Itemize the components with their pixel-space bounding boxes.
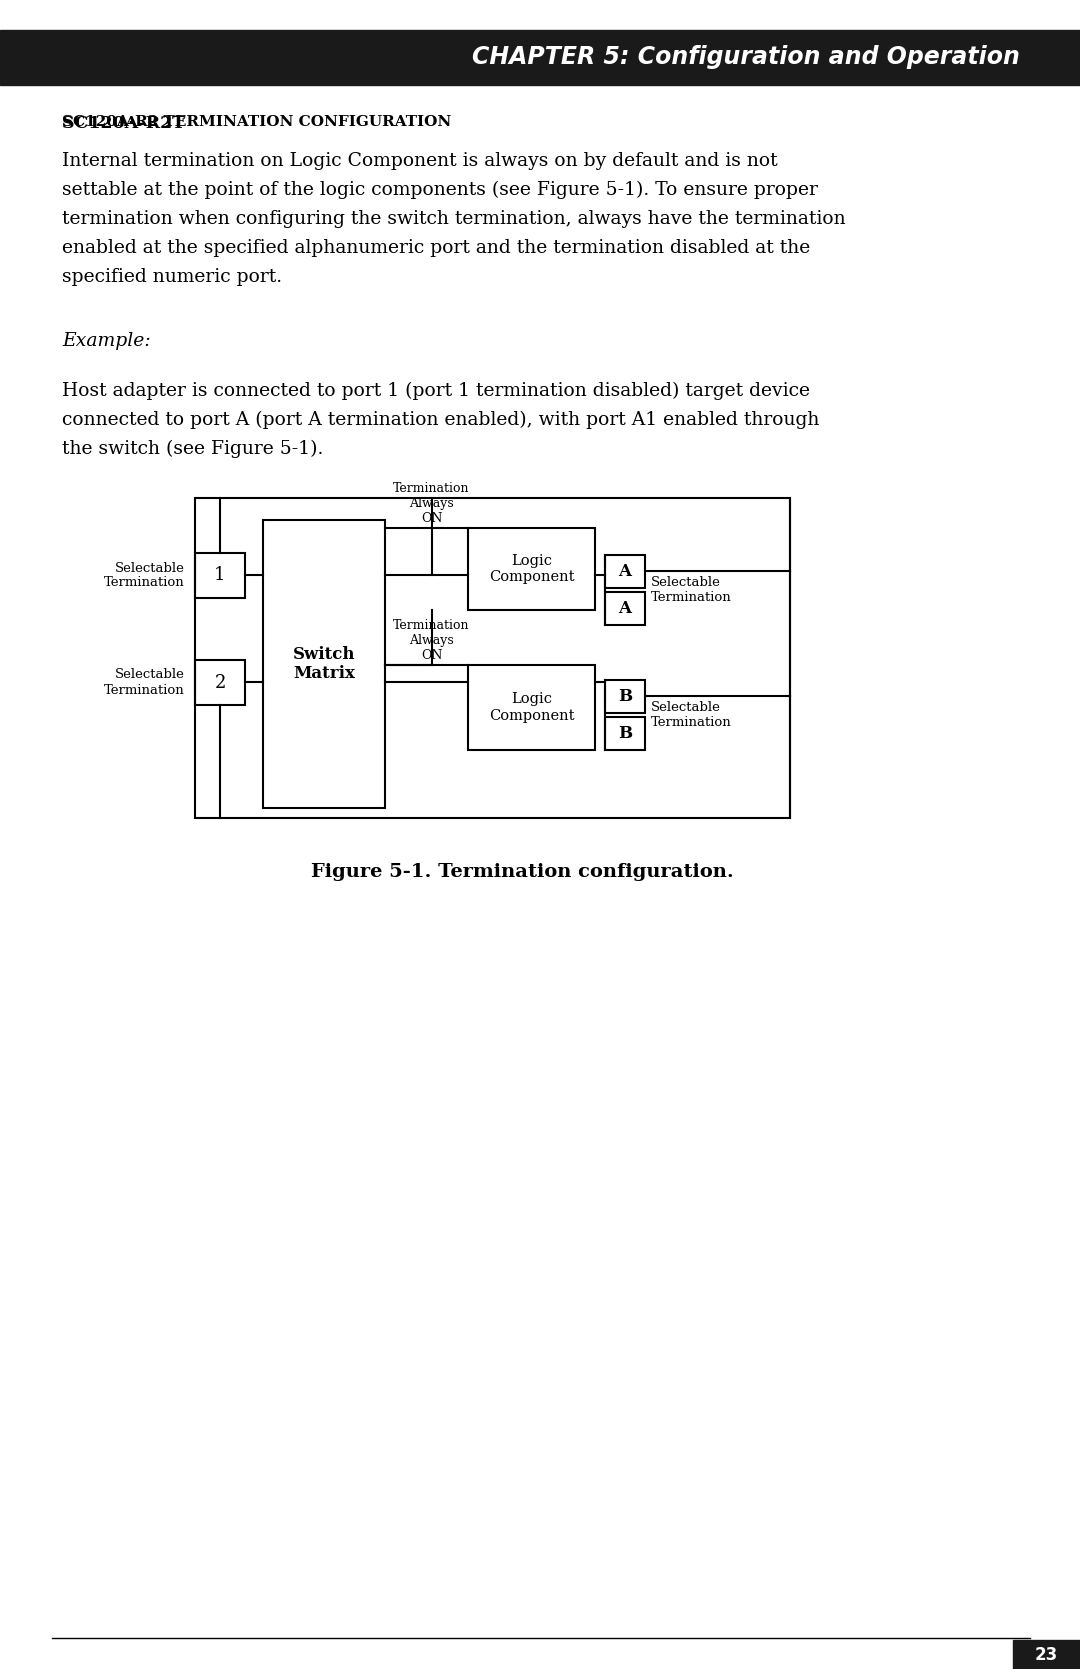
Bar <box>1013 1641 1080 1669</box>
Text: enabled at the specified alphanumeric port and the termination disabled at the: enabled at the specified alphanumeric po… <box>62 239 810 257</box>
Text: A: A <box>619 599 632 618</box>
Text: Figure 5-1. Termination configuration.: Figure 5-1. Termination configuration. <box>311 863 734 881</box>
Bar <box>195 659 245 704</box>
Text: the switch (see Figure 5-1).: the switch (see Figure 5-1). <box>62 441 323 459</box>
Text: CHAPTER 5: Configuration and Operation: CHAPTER 5: Configuration and Operation <box>472 45 1020 70</box>
Text: A: A <box>619 562 632 581</box>
Text: B: B <box>618 688 632 704</box>
Text: Termination
Always
ON: Termination Always ON <box>393 482 470 526</box>
Text: B: B <box>618 724 632 743</box>
Text: Example:: Example: <box>62 332 151 350</box>
Bar <box>468 664 595 749</box>
Text: 2: 2 <box>214 674 226 691</box>
Bar <box>605 556 645 587</box>
Text: Termination
Always
ON: Termination Always ON <box>393 619 470 663</box>
Text: Selectable
Termination: Selectable Termination <box>105 561 185 589</box>
Text: settable at the point of the logic components (see Figure 5-1). To ensure proper: settable at the point of the logic compo… <box>62 180 818 199</box>
Text: Switch
Matrix: Switch Matrix <box>293 646 355 683</box>
Text: Logic
Component: Logic Component <box>489 693 575 723</box>
Text: connected to port A (port A termination enabled), with port A1 enabled through: connected to port A (port A termination … <box>62 411 820 429</box>
Bar <box>264 521 384 808</box>
Text: Selectable
Termination: Selectable Termination <box>651 576 732 604</box>
Text: SC120A-R2: SC120A-R2 <box>62 115 178 132</box>
Text: Selectable
Termination: Selectable Termination <box>651 701 732 729</box>
Text: Internal termination on Logic Component is always on by default and is not: Internal termination on Logic Component … <box>62 152 778 170</box>
Text: SC120A-R2 TERMINATION CONFIGURATION: SC120A-R2 TERMINATION CONFIGURATION <box>62 115 451 129</box>
Text: termination when configuring the switch termination, always have the termination: termination when configuring the switch … <box>62 210 846 229</box>
Bar <box>605 679 645 713</box>
Bar <box>468 527 595 609</box>
Text: Logic
Component: Logic Component <box>489 554 575 584</box>
Bar <box>195 497 789 818</box>
Text: Selectable
Termination: Selectable Termination <box>105 669 185 696</box>
Bar <box>195 552 245 598</box>
Text: 1: 1 <box>214 566 226 584</box>
Text: specified numeric port.: specified numeric port. <box>62 269 282 285</box>
Text: 23: 23 <box>1035 1646 1058 1664</box>
Bar <box>605 592 645 624</box>
Bar <box>605 718 645 749</box>
Text: T: T <box>172 115 185 132</box>
Text: Host adapter is connected to port 1 (port 1 termination disabled) target device: Host adapter is connected to port 1 (por… <box>62 382 810 401</box>
Bar <box>0 30 1080 85</box>
